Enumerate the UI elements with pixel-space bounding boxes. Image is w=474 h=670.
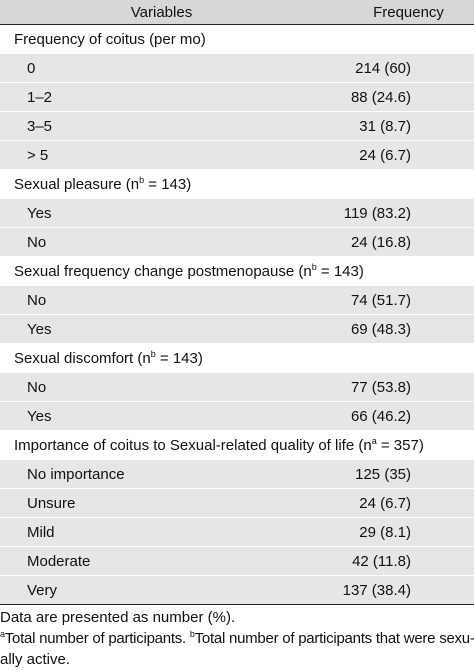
data-table-wrapper: Variables Frequency Frequency of coitus … [0, 0, 474, 605]
frequency-table: Variables Frequency Frequency of coitus … [0, 0, 474, 605]
frequency-value: 214 (60) [323, 53, 474, 83]
table-row: No 77 (53.8) [0, 372, 474, 402]
category-label: No [0, 285, 323, 315]
frequency-value: 29 (8.1) [323, 517, 474, 547]
frequency-value: 69 (48.3) [323, 314, 474, 344]
frequency-value: 88 (24.6) [323, 82, 474, 112]
category-label: Yes [0, 314, 323, 344]
section-heading: Sexual frequency change postmenopause (n… [0, 256, 474, 286]
table-row: No 24 (16.8) [0, 227, 474, 257]
section-label: Sexual discomfort (n [14, 349, 151, 367]
section-sample-marker: b [150, 348, 156, 359]
table-row: No 74 (51.7) [0, 285, 474, 315]
footnote-b-text: Total number of participants that were s… [194, 630, 474, 647]
footnote-presentation: Data are presented as number (%). [0, 609, 236, 626]
frequency-value: 77 (53.8) [323, 372, 474, 402]
frequency-value: 31 (8.7) [323, 111, 474, 141]
table-header: Variables Frequency [0, 0, 474, 25]
table-row: 0 214 (60) [0, 53, 474, 83]
table-row: Yes 119 (83.2) [0, 198, 474, 228]
table-row: Mild 29 (8.1) [0, 517, 474, 547]
footnote-a-text: Total number of participants. [4, 630, 190, 647]
category-label: > 5 [0, 140, 323, 170]
footnote-definitions: aTotal number of participants. bTotal nu… [0, 628, 474, 649]
section-label: Frequency of coitus (per mo) [14, 30, 206, 48]
category-label: No importance [0, 459, 323, 489]
frequency-value: 24 (16.8) [323, 227, 474, 257]
section-heading: Sexual discomfort (nb = 143) [0, 343, 474, 373]
frequency-value: 66 (46.2) [323, 401, 474, 431]
section-label: Importance of coitus to Sexual-related q… [14, 436, 372, 454]
table-row: Moderate 42 (11.8) [0, 546, 474, 576]
table-row: Unsure 24 (6.7) [0, 488, 474, 518]
section-label: Sexual pleasure (n [14, 175, 140, 193]
section-heading: Frequency of coitus (per mo) [0, 24, 474, 54]
frequency-value: 137 (38.4) [323, 575, 474, 605]
table-row: Yes 66 (46.2) [0, 401, 474, 431]
category-label: Yes [0, 401, 323, 431]
frequency-value: 24 (6.7) [323, 488, 474, 518]
footnote-b-marker: b [189, 629, 195, 639]
category-label: 0 [0, 53, 323, 83]
table-footnotes: Data are presented as number (%). aTotal… [0, 605, 474, 670]
section-sample-size: = 143) [155, 349, 203, 367]
section-heading: Sexual pleasure (nb = 143) [0, 169, 474, 199]
section-row: Importance of coitus to Sexual-related q… [0, 430, 474, 460]
category-label: Unsure [0, 488, 323, 518]
section-row: Sexual frequency change postmenopause (n… [0, 256, 474, 286]
footnote-a-marker: a [0, 629, 5, 639]
frequency-value: 125 (35) [323, 459, 474, 489]
frequency-value: 42 (11.8) [323, 546, 474, 576]
category-label: No [0, 372, 323, 402]
category-label: Mild [0, 517, 323, 547]
section-row: Sexual pleasure (nb = 143) [0, 169, 474, 199]
section-heading: Importance of coitus to Sexual-related q… [0, 430, 474, 460]
frequency-value: 24 (6.7) [323, 140, 474, 170]
category-label: 3–5 [0, 111, 323, 141]
table-row: No importance 125 (35) [0, 459, 474, 489]
section-sample-size: = 357) [376, 436, 424, 454]
header-variables: Variables [0, 0, 323, 25]
section-sample-size: = 143) [144, 175, 192, 193]
table-row: 1–2 88 (24.6) [0, 82, 474, 112]
section-sample-size: = 143) [316, 262, 364, 280]
section-row: Frequency of coitus (per mo) [0, 24, 474, 54]
section-sample-marker: b [311, 261, 317, 272]
header-frequency: Frequency [323, 0, 474, 25]
footnote-continuation: ally active. [0, 651, 71, 668]
header-row: Variables Frequency [0, 0, 474, 25]
table-row: > 5 24 (6.7) [0, 140, 474, 170]
category-label: Very [0, 575, 323, 605]
section-sample-marker: b [139, 174, 145, 185]
frequency-value: 119 (83.2) [323, 198, 474, 228]
category-label: No [0, 227, 323, 257]
table-body: Frequency of coitus (per mo) 0 214 (60) 1–2… [0, 24, 474, 605]
table-row: Yes 69 (48.3) [0, 314, 474, 344]
frequency-value: 74 (51.7) [323, 285, 474, 315]
category-label: Yes [0, 198, 323, 228]
section-sample-marker: a [371, 435, 377, 446]
table-row: 3–5 31 (8.7) [0, 111, 474, 141]
table-row: Very 137 (38.4) [0, 575, 474, 605]
section-label: Sexual frequency change postmenopause (n [14, 262, 312, 280]
category-label: Moderate [0, 546, 323, 576]
section-row: Sexual discomfort (nb = 143) [0, 343, 474, 373]
category-label: 1–2 [0, 82, 323, 112]
